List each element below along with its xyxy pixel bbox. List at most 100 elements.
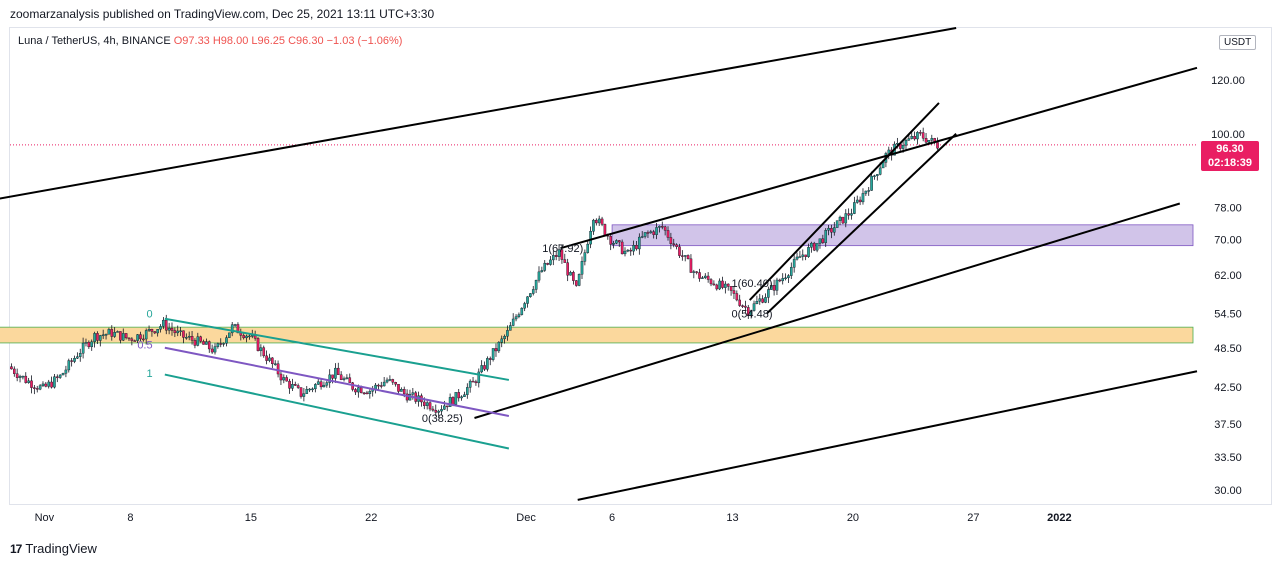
candle	[210, 344, 214, 354]
y-tick-label: 42.50	[1214, 382, 1242, 394]
candle	[600, 216, 604, 227]
symbol-legend: Luna / TetherUS, 4h, BINANCE O97.33 H98.…	[18, 35, 402, 47]
candle	[620, 239, 624, 255]
candle	[362, 391, 366, 395]
candle	[30, 375, 33, 394]
candle	[844, 209, 848, 228]
steep-channel-upper[interactable]	[749, 102, 940, 301]
steep-channel-lower[interactable]	[766, 133, 957, 315]
currency-badge[interactable]: USDT	[1219, 35, 1257, 50]
upper-long-line[interactable]	[0, 27, 957, 200]
candle	[681, 250, 684, 261]
candle	[47, 379, 51, 389]
candle	[847, 208, 850, 220]
y-tick-label: 78.00	[1214, 202, 1242, 214]
down-channel-mid[interactable]	[164, 346, 510, 418]
resistance-zone[interactable]	[611, 224, 1194, 247]
candle	[382, 377, 386, 387]
down-channel-bottom[interactable]	[164, 373, 510, 450]
candle	[815, 243, 819, 253]
candle	[167, 322, 171, 335]
y-tick-label: 70.00	[1214, 234, 1242, 246]
candle	[821, 234, 825, 244]
candle	[531, 285, 535, 296]
candle	[534, 279, 538, 294]
tradingview-brand: TradingView	[25, 541, 97, 556]
candle	[712, 280, 716, 286]
candle	[876, 174, 879, 181]
candle	[638, 233, 641, 255]
candle	[698, 268, 701, 282]
candle	[90, 339, 94, 351]
trendlines-layer	[0, 27, 1198, 501]
candle	[477, 368, 481, 388]
y-tick-label: 62.00	[1214, 270, 1242, 282]
candle	[729, 286, 733, 296]
candle	[546, 262, 549, 266]
candle	[136, 334, 139, 343]
candle	[615, 239, 618, 245]
candle	[190, 331, 194, 345]
candle	[658, 225, 661, 233]
candle	[342, 376, 346, 382]
candle	[589, 226, 592, 249]
candle	[457, 389, 461, 402]
mid-channel-lower[interactable]	[474, 202, 1181, 419]
candle	[116, 330, 119, 333]
candle	[833, 222, 836, 236]
candle	[526, 296, 529, 308]
candle	[460, 395, 463, 401]
candle	[792, 254, 796, 273]
candle	[365, 390, 369, 395]
candle	[592, 218, 595, 235]
y-tick-label: 48.50	[1214, 343, 1242, 355]
candle	[612, 240, 615, 249]
candle	[124, 333, 128, 340]
candle	[302, 387, 306, 402]
lower-long-line[interactable]	[577, 370, 1198, 501]
mid-channel-upper[interactable]	[560, 66, 1198, 250]
candle	[752, 300, 756, 312]
x-tick-label: 6	[609, 512, 615, 524]
candle	[746, 304, 750, 319]
candle	[35, 385, 39, 393]
annotation-label: 1	[146, 368, 152, 380]
candle	[76, 352, 79, 359]
candle	[586, 239, 590, 254]
candle	[187, 331, 191, 341]
candle	[724, 281, 727, 294]
candle	[921, 127, 925, 142]
candle	[213, 343, 217, 355]
candle	[675, 243, 678, 250]
candle	[572, 270, 575, 285]
candle	[216, 342, 220, 349]
down-channel-top[interactable]	[164, 317, 510, 381]
candle	[629, 247, 633, 256]
x-tick-label: Dec	[516, 512, 536, 524]
tradingview-footer[interactable]: 17 TradingView	[10, 541, 97, 556]
support-zone[interactable]	[0, 326, 1194, 344]
candle	[597, 215, 601, 227]
candle	[511, 313, 515, 327]
candle	[486, 356, 489, 372]
candle	[838, 215, 842, 226]
candle	[916, 131, 919, 145]
candle	[391, 378, 395, 385]
candle	[683, 255, 687, 262]
candle	[778, 278, 782, 283]
candle	[133, 339, 137, 342]
candle	[305, 386, 309, 395]
candle	[483, 361, 486, 371]
candle	[480, 360, 483, 374]
candle	[93, 331, 96, 348]
candle	[84, 338, 88, 347]
candle	[385, 377, 389, 384]
annotation-label: 0	[146, 308, 152, 320]
candle	[374, 382, 377, 394]
candle	[672, 238, 676, 248]
candle	[853, 196, 856, 215]
candle	[741, 304, 744, 309]
candle	[514, 314, 518, 322]
candle	[101, 329, 105, 339]
